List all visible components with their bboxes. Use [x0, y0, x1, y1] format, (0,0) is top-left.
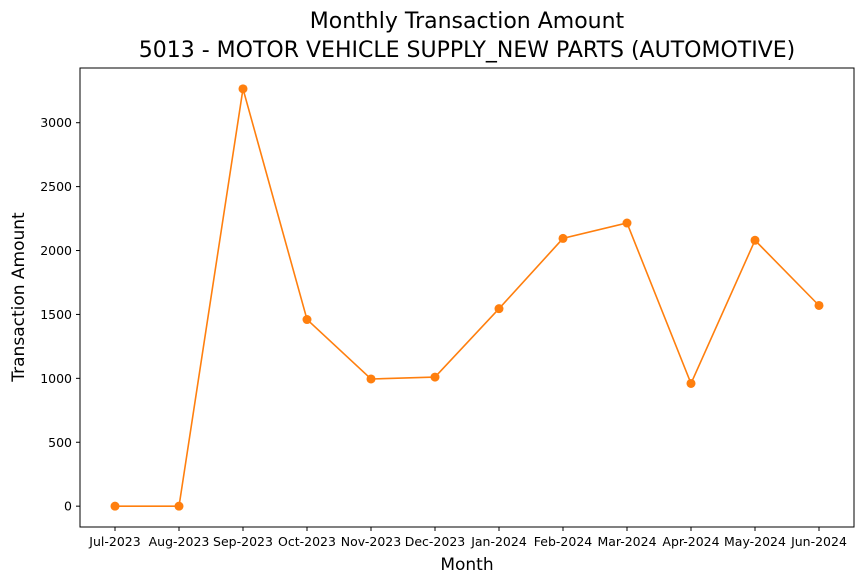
- x-tick-label: Aug-2023: [149, 534, 210, 549]
- x-axis-label: Month: [440, 555, 493, 575]
- x-tick-label: Jan-2024: [470, 534, 527, 549]
- data-point: [430, 372, 440, 382]
- y-tick-label: 2500: [40, 179, 72, 194]
- y-axis-ticks: 0 500 1000 1500 2000 2500 3000: [40, 115, 80, 514]
- y-tick-label: 500: [48, 435, 72, 450]
- plot-area: 0 500 1000 1500 2000 2500 3000 Jul-2023 Aug-202…: [40, 67, 855, 549]
- y-axis-label: Transaction Amount: [9, 212, 29, 383]
- x-tick-label: Jun-2024: [790, 534, 847, 549]
- data-point: [110, 501, 120, 511]
- x-tick-label: Feb-2024: [534, 534, 593, 549]
- data-point: [238, 84, 248, 94]
- axes-frame: [79, 67, 855, 528]
- x-tick-label: Oct-2023: [278, 534, 336, 549]
- x-tick-label: Jul-2023: [88, 534, 140, 549]
- y-tick-label: 1000: [40, 371, 72, 386]
- chart-subtitle: 5013 - MOTOR VEHICLE SUPPLY_NEW PARTS (A…: [139, 38, 795, 63]
- data-point: [750, 235, 760, 245]
- x-tick-label: Nov-2023: [341, 534, 401, 549]
- x-axis-ticks: Jul-2023 Aug-2023 Sep-2023 Oct-2023 Nov-2023…: [88, 527, 847, 549]
- series-group: [110, 84, 824, 511]
- chart-title: Monthly Transaction Amount: [310, 9, 625, 34]
- x-tick-label: May-2024: [724, 534, 786, 549]
- y-tick-label: 2000: [40, 243, 72, 258]
- data-point: [814, 300, 824, 310]
- x-tick-label: Apr-2024: [662, 534, 719, 549]
- data-point: [494, 304, 504, 314]
- data-point: [686, 378, 696, 388]
- x-tick-label: Mar-2024: [597, 534, 656, 549]
- y-tick-label: 3000: [40, 115, 72, 130]
- data-point: [302, 315, 312, 325]
- data-point: [622, 218, 632, 228]
- data-point: [366, 374, 376, 384]
- data-point: [174, 501, 184, 511]
- x-tick-label: Sep-2023: [213, 534, 273, 549]
- series-line: [115, 88, 820, 508]
- data-point: [558, 233, 568, 243]
- x-tick-label: Dec-2023: [405, 534, 466, 549]
- y-tick-label: 0: [64, 499, 72, 514]
- y-tick-label: 1500: [40, 307, 72, 322]
